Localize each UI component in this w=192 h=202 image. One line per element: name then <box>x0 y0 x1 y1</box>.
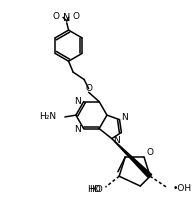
Text: O: O <box>147 148 154 157</box>
Text: O: O <box>72 12 79 21</box>
Text: O: O <box>52 12 59 21</box>
Polygon shape <box>112 139 152 178</box>
Text: N: N <box>74 125 81 134</box>
Text: HO: HO <box>87 184 101 194</box>
Text: N: N <box>74 97 81 106</box>
Text: O: O <box>85 84 92 93</box>
Text: H₂N: H₂N <box>39 113 56 121</box>
Text: HO: HO <box>89 185 103 195</box>
Text: •OH: •OH <box>173 184 192 193</box>
Text: N: N <box>121 113 128 122</box>
Text: N: N <box>63 13 70 23</box>
Text: N: N <box>114 136 120 145</box>
